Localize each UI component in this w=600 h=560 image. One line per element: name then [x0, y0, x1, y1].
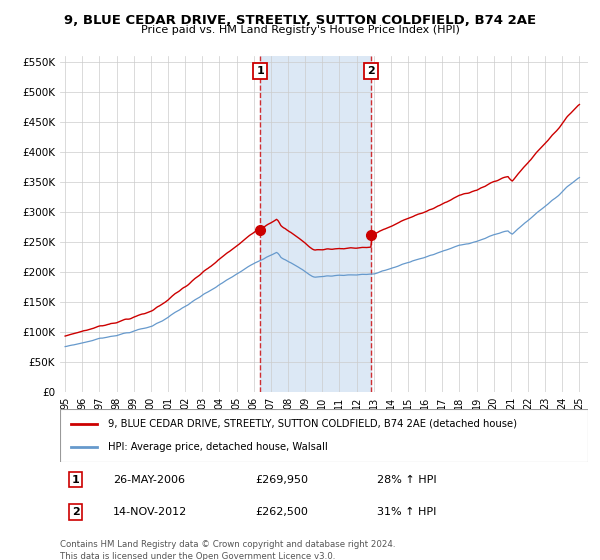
Text: 1: 1 — [72, 474, 80, 484]
FancyBboxPatch shape — [60, 409, 588, 462]
Text: £269,950: £269,950 — [256, 474, 308, 484]
Text: £262,500: £262,500 — [256, 507, 308, 517]
Text: Contains HM Land Registry data © Crown copyright and database right 2024.: Contains HM Land Registry data © Crown c… — [60, 540, 395, 549]
Text: This data is licensed under the Open Government Licence v3.0.: This data is licensed under the Open Gov… — [60, 552, 335, 560]
Bar — [260, 56, 371, 392]
Text: 9, BLUE CEDAR DRIVE, STREETLY, SUTTON COLDFIELD, B74 2AE (detached house): 9, BLUE CEDAR DRIVE, STREETLY, SUTTON CO… — [107, 419, 517, 429]
Text: 26-MAY-2006: 26-MAY-2006 — [113, 474, 185, 484]
Text: Price paid vs. HM Land Registry's House Price Index (HPI): Price paid vs. HM Land Registry's House … — [140, 25, 460, 35]
Text: 1: 1 — [256, 66, 264, 76]
Text: 9, BLUE CEDAR DRIVE, STREETLY, SUTTON COLDFIELD, B74 2AE: 9, BLUE CEDAR DRIVE, STREETLY, SUTTON CO… — [64, 14, 536, 27]
Text: 2: 2 — [368, 66, 376, 76]
Text: 14-NOV-2012: 14-NOV-2012 — [113, 507, 187, 517]
Text: 2: 2 — [72, 507, 80, 517]
Text: 28% ↑ HPI: 28% ↑ HPI — [377, 474, 436, 484]
Text: HPI: Average price, detached house, Walsall: HPI: Average price, detached house, Wals… — [107, 442, 327, 452]
Text: 31% ↑ HPI: 31% ↑ HPI — [377, 507, 436, 517]
